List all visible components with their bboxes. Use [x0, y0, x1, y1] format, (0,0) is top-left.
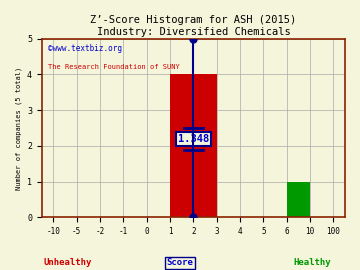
Text: Unhealthy: Unhealthy — [43, 258, 91, 267]
Text: ©www.textbiz.org: ©www.textbiz.org — [48, 44, 122, 53]
Text: Score: Score — [167, 258, 193, 267]
Text: The Research Foundation of SUNY: The Research Foundation of SUNY — [48, 64, 180, 70]
Bar — [287, 182, 310, 217]
Text: 1.348: 1.348 — [178, 134, 209, 144]
Bar — [170, 75, 217, 217]
Text: Healthy: Healthy — [293, 258, 331, 267]
Title: Z’-Score Histogram for ASH (2015)
Industry: Diversified Chemicals: Z’-Score Histogram for ASH (2015) Indust… — [90, 15, 297, 37]
Y-axis label: Number of companies (5 total): Number of companies (5 total) — [15, 66, 22, 190]
